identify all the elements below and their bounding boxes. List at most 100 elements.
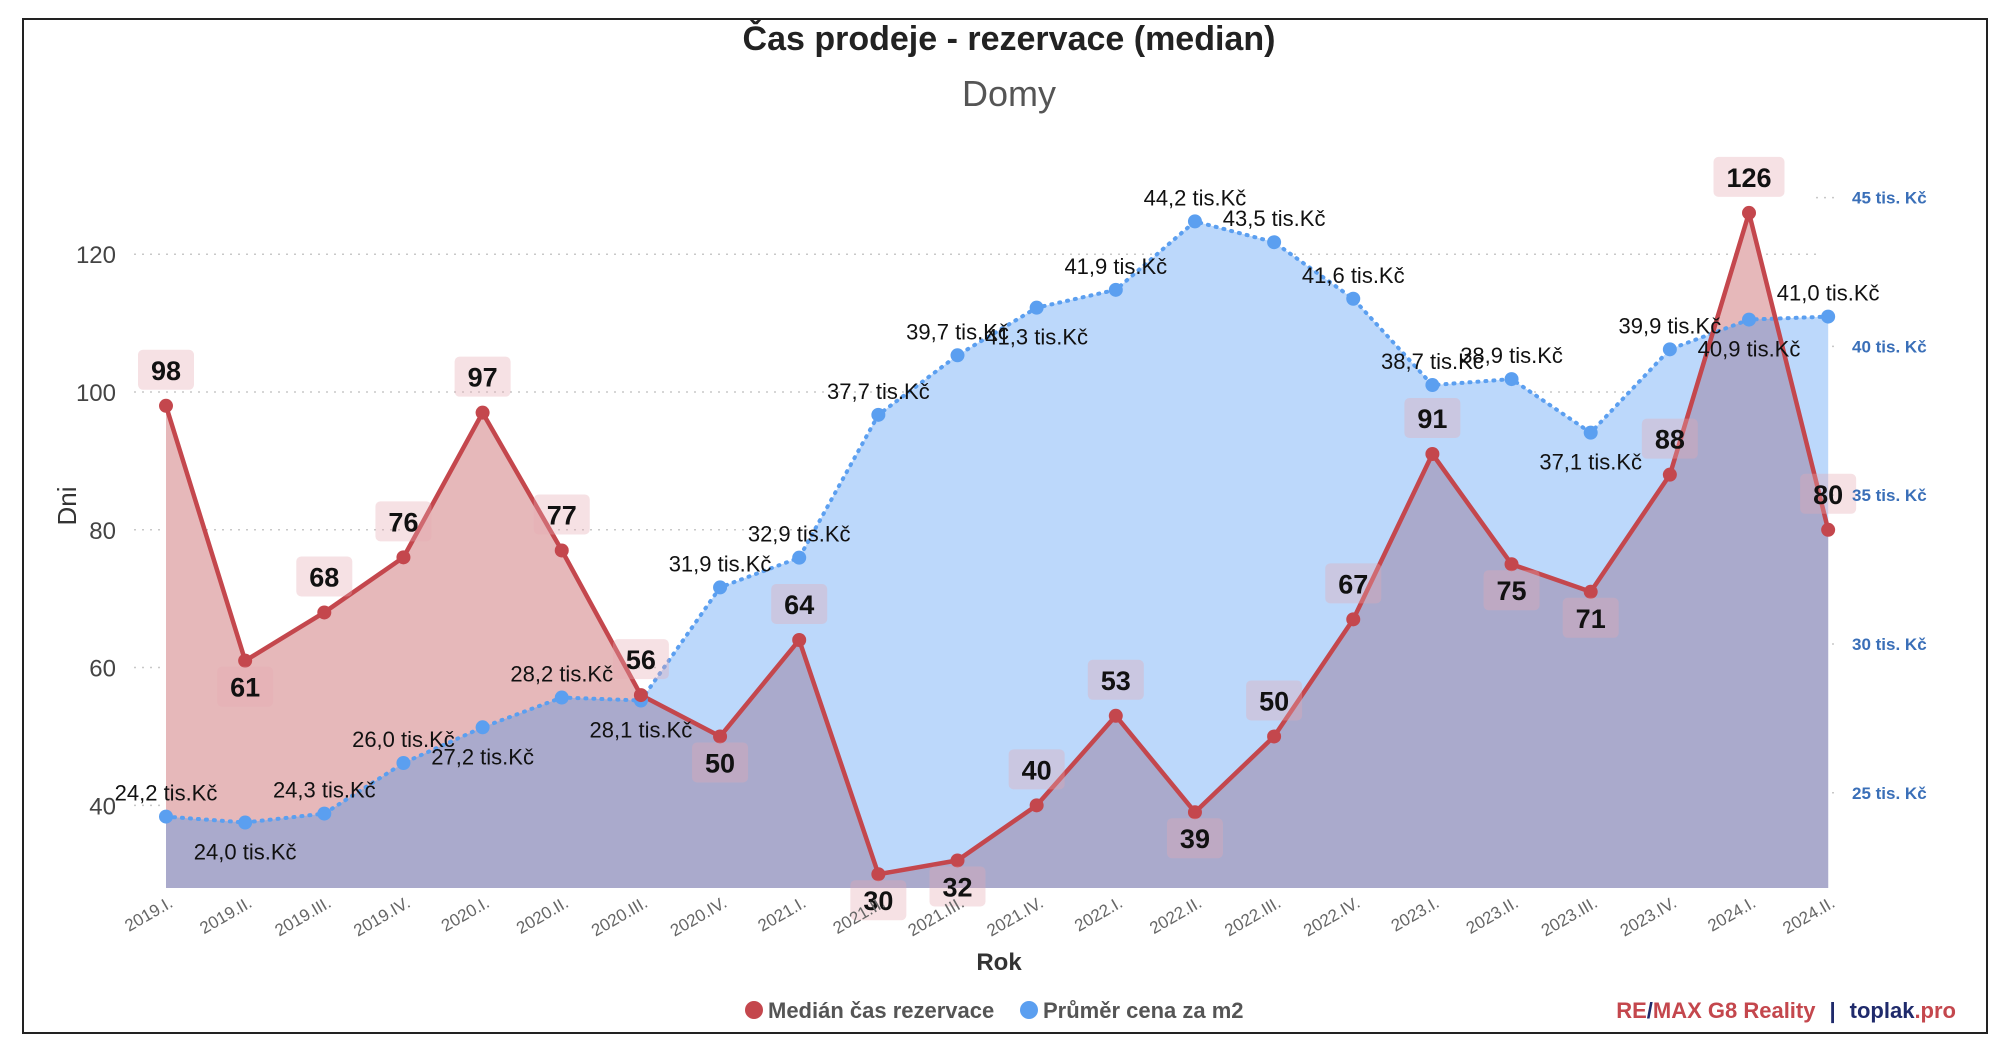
price-point — [317, 806, 332, 821]
median-value-label: 98 — [151, 356, 181, 386]
median-point — [159, 398, 173, 413]
median-line — [163, 210, 1831, 877]
legend-marker-median — [745, 1001, 763, 1019]
median-value-label: 53 — [1101, 666, 1131, 696]
price-value-label: 41,6 tis.Kč — [1302, 263, 1405, 288]
chart-title: Čas prodeje - rezervace (median) — [743, 20, 1276, 58]
median-point — [1108, 708, 1123, 723]
median-point — [633, 688, 648, 703]
y-tick-label: 80 — [89, 518, 116, 545]
median-label-badge — [1800, 473, 1857, 514]
y2-tick-label: 25 tis. Kč — [1852, 784, 1927, 803]
median-label-badge — [375, 501, 432, 542]
x-tick-label: 2019.II. — [197, 893, 256, 938]
credit-site: toplak — [1850, 998, 1916, 1023]
median-point — [1583, 584, 1598, 599]
median-point — [792, 633, 807, 647]
median-label-badge — [1087, 659, 1144, 700]
median-value-label: 77 — [547, 500, 577, 530]
median-label-badge — [929, 866, 986, 907]
median-label-badge — [692, 742, 749, 783]
legend: Medián čas rezervace Průměr cena za m2 — [745, 998, 1244, 1023]
median-label-badge — [1166, 818, 1223, 859]
median-value-label: 32 — [942, 872, 972, 902]
median-value-label: 64 — [784, 590, 814, 620]
median-label-badge — [533, 494, 590, 535]
median-value-label: 68 — [309, 562, 339, 592]
price-point — [1346, 291, 1361, 306]
median-point — [713, 729, 728, 744]
median-point — [238, 653, 253, 668]
median-value-label: 30 — [863, 886, 893, 916]
price-value-label: 38,9 tis.Kč — [1460, 343, 1563, 368]
y2-tick-label: 45 tis. Kč — [1852, 189, 1927, 208]
price-point — [1821, 309, 1836, 324]
credit-remax-rest: MAX G8 Reality — [1653, 998, 1816, 1023]
median-value-label: 61 — [230, 673, 260, 703]
price-line — [164, 219, 1831, 825]
median-point — [1662, 467, 1677, 482]
price-value-label: 41,9 tis.Kč — [1064, 254, 1167, 279]
x-tick-label: 2020.I. — [438, 893, 493, 935]
price-value-label: 28,2 tis.Kč — [510, 662, 613, 687]
price-point — [554, 690, 569, 705]
legend-label-median: Medián čas rezervace — [768, 998, 994, 1023]
x-tick-label: 2023.IV. — [1617, 893, 1680, 940]
x-tick-label: 2024.I. — [1704, 893, 1759, 935]
median-label-badge — [1483, 570, 1540, 611]
x-tick-label: 2023.II. — [1463, 893, 1522, 938]
price-value-label: 44,2 tis.Kč — [1144, 185, 1247, 210]
price-point — [1187, 214, 1202, 229]
chart-frame: Čas prodeje - rezervace (median) Domy 24… — [22, 18, 1988, 1034]
price-value-label: 37,1 tis.Kč — [1539, 450, 1642, 475]
price-value-label: 39,7 tis.Kč — [906, 319, 1009, 344]
price-value-label: 24,2 tis.Kč — [115, 781, 218, 806]
median-point — [1029, 798, 1044, 813]
label-layer: 24,2 tis.Kč 24,0 tis.Kč 24,3 tis.Kč 26,0 ti… — [115, 156, 1880, 921]
median-label-badge — [771, 584, 828, 624]
y-tick-label: 60 — [89, 656, 116, 683]
price-value-label: 26,0 tis.Kč — [352, 727, 455, 752]
x-tick-label: 2022.I. — [1071, 893, 1126, 935]
x-tick-label: 2024.II. — [1780, 893, 1839, 938]
median-label-badge — [1008, 749, 1065, 790]
median-label-badge — [1246, 680, 1303, 721]
x-tick-label: 2023.III. — [1538, 893, 1601, 940]
credit-re: RE — [1616, 998, 1647, 1023]
x-tick-label: 2021.IV. — [984, 893, 1047, 940]
median-value-label: 67 — [1338, 569, 1368, 599]
chart-subtitle: Domy — [962, 73, 1056, 114]
price-value-label: 32,9 tis.Kč — [748, 522, 851, 547]
legend-marker-price — [1020, 1001, 1038, 1019]
median-point — [1425, 447, 1440, 461]
y2-tick-label: 30 tis. Kč — [1852, 635, 1927, 654]
median-label-badge — [1713, 156, 1785, 197]
median-label-badge — [612, 639, 669, 680]
median-value-label: 91 — [1417, 404, 1447, 434]
y-tick-label: 100 — [76, 380, 116, 407]
x-tick-label: 2019.I. — [121, 893, 176, 935]
x-tick-label: 2023.I. — [1388, 893, 1443, 935]
median-label-badge — [1404, 398, 1461, 438]
median-point — [950, 853, 965, 868]
median-point — [871, 867, 886, 882]
price-point — [1029, 300, 1044, 315]
price-value-label: 41,3 tis.Kč — [985, 325, 1088, 350]
price-point — [1504, 372, 1519, 387]
median-label-badge — [1562, 597, 1619, 638]
price-point — [475, 720, 490, 735]
median-value-label: 39 — [1180, 824, 1210, 854]
price-value-label: 27,2 tis.Kč — [431, 744, 534, 769]
median-value-label: 75 — [1497, 576, 1527, 606]
price-value-label: 24,3 tis.Kč — [273, 778, 376, 803]
price-point — [238, 815, 253, 830]
price-value-label: 24,0 tis.Kč — [194, 840, 297, 865]
credit-separator: | — [1829, 998, 1835, 1023]
x-tick-label: 2022.III. — [1221, 893, 1284, 940]
median-value-label: 88 — [1655, 425, 1685, 455]
median-value-label: 126 — [1726, 163, 1771, 193]
price-value-label: 31,9 tis.Kč — [669, 551, 772, 576]
line-layer — [163, 210, 1831, 877]
median-label-badge — [1325, 563, 1382, 604]
price-point — [1425, 378, 1440, 393]
